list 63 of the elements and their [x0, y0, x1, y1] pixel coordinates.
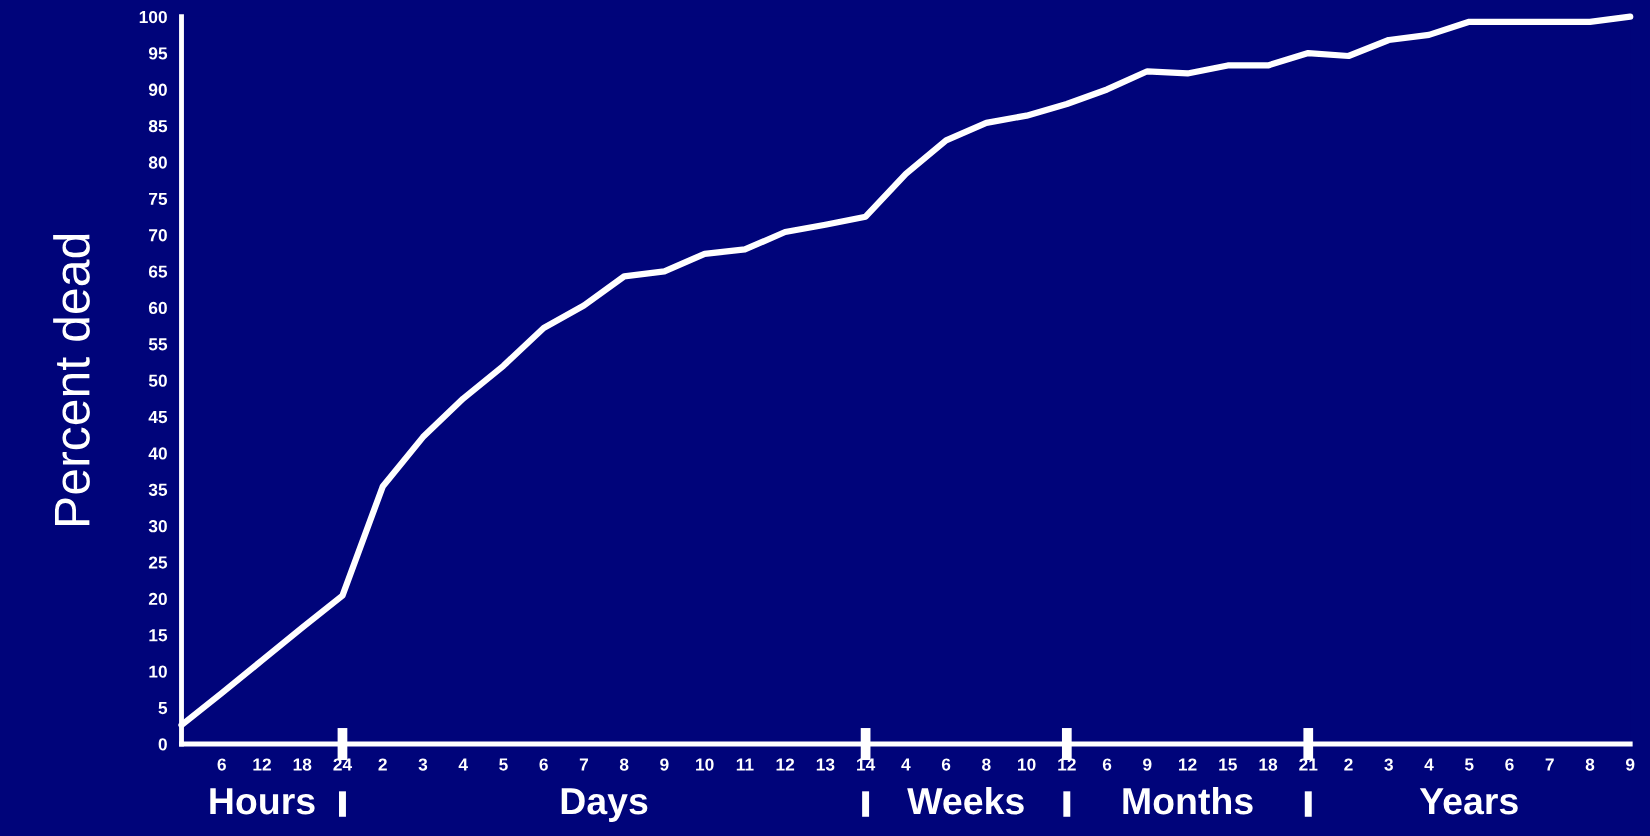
x-tick-label: 8 [1585, 758, 1595, 771]
x-tick-label: 2 [378, 758, 387, 771]
x-tick-label: 10 [696, 758, 714, 771]
y-tick-label: 65 [148, 265, 168, 278]
x-tick-label: 15 [1219, 758, 1237, 771]
x-tick-label: 12 [776, 758, 795, 771]
x-tick-label: 7 [1545, 758, 1554, 771]
x-tick-label: 18 [1259, 758, 1278, 771]
x-tick-label: 11 [736, 758, 754, 771]
x-tick-label: 13 [816, 758, 835, 771]
x-tick-label: 6 [941, 758, 951, 771]
y-tick-label: 75 [149, 192, 168, 206]
y-tick-label: 5 [158, 702, 168, 715]
y-tick-label: 50 [148, 374, 167, 387]
x-tick-label: 5 [499, 758, 508, 771]
text: Hours [210, 788, 315, 815]
x-tick-label: 21 [1299, 758, 1318, 771]
y-tick-label: 40 [148, 447, 167, 460]
y-tick-label: 25 [148, 556, 168, 569]
x-tick-label: 7 [579, 758, 588, 771]
y-tick-label: 30 [148, 520, 167, 533]
y-tick-label: 70 [149, 229, 167, 242]
y-tick-label: 55 [148, 338, 168, 351]
x-tick-label: 9 [1625, 758, 1635, 771]
text: Years [1419, 788, 1518, 815]
x-tick-label: 8 [982, 758, 991, 771]
y-tick-label: 80 [148, 156, 167, 169]
x-tick-label: 18 [293, 758, 312, 771]
y-tick-label: 60 [148, 301, 167, 315]
y-tick-label: 45 [148, 411, 168, 424]
y-tick-label: 90 [148, 83, 167, 96]
text: Weeks [907, 786, 1024, 815]
y-axis-title: Percent dead [53, 234, 90, 525]
x-tick-label: 4 [901, 758, 911, 771]
x-tick-label: 9 [1143, 758, 1152, 771]
x-tick-label: 14 [857, 758, 876, 771]
x-tick-label: 2 [1344, 758, 1353, 771]
x-tick-label: 10 [1018, 758, 1036, 771]
x-tick-label: 6 [539, 758, 548, 771]
y-tick-label: 15 [149, 629, 168, 642]
text: Days [561, 788, 648, 822]
x-tick-label: 12 [1178, 758, 1197, 771]
y-tick-label: 20 [148, 592, 167, 606]
x-tick-label: 6 [1505, 758, 1514, 771]
x-tick-label: 4 [458, 758, 468, 771]
x-tick-label: 24 [333, 758, 353, 771]
x-tick-label: 6 [1102, 758, 1112, 771]
x-tick-label: 3 [1384, 758, 1393, 771]
y-tick-label: 85 [148, 119, 168, 133]
x-tick-label: 4 [1424, 758, 1434, 771]
y-tick-label: 0 [158, 738, 167, 751]
x-tick-label: 12 [253, 758, 271, 771]
text: Months [1123, 786, 1253, 815]
x-tick-label: 12 [1058, 758, 1076, 771]
x-tick-label: 8 [619, 758, 629, 771]
y-tick-label: 35 [148, 483, 168, 496]
x-tick-label: 9 [660, 758, 669, 771]
x-tick-label: 3 [418, 758, 428, 771]
y-tick-label: 100 [139, 10, 167, 24]
y-tick-label: 10 [149, 665, 167, 678]
y-tick-label: 95 [148, 47, 168, 60]
x-tick-label: 5 [1464, 758, 1474, 771]
x-tick-label: 6 [217, 758, 226, 771]
